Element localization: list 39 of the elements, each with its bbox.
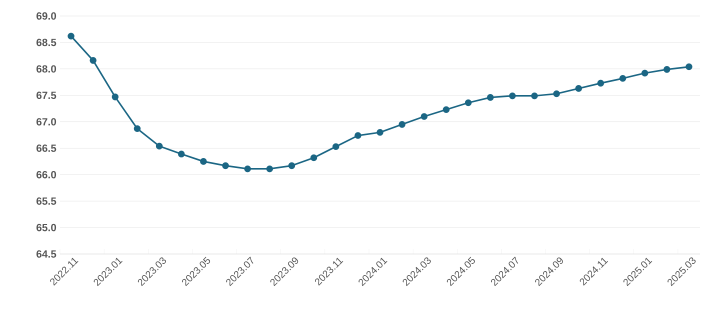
- point: [619, 75, 626, 82]
- point: [68, 32, 74, 40]
- y-tick-label: 64.5: [36, 250, 56, 258]
- point: [486, 94, 494, 101]
- point: [464, 99, 472, 106]
- point: [112, 94, 119, 100]
- point: [398, 121, 406, 128]
- point: [597, 80, 604, 87]
- point: [531, 92, 538, 100]
- point: [442, 106, 450, 114]
- point: [288, 162, 296, 170]
- point: [156, 142, 163, 150]
- point: [509, 92, 516, 100]
- point: [641, 70, 648, 77]
- y-tick-label: 68.5: [36, 38, 56, 46]
- point: [244, 165, 251, 172]
- y-tick-label: 66.5: [36, 144, 56, 152]
- point: [266, 165, 274, 172]
- point: [332, 143, 340, 150]
- point: [553, 90, 560, 98]
- point: [178, 150, 185, 158]
- y-tick-label: 69.0: [36, 12, 56, 20]
- y-tick-label: 68.0: [36, 65, 56, 73]
- y-tick-label: 66.0: [36, 170, 56, 178]
- point: [134, 125, 141, 132]
- point: [222, 162, 229, 170]
- point: [686, 63, 692, 70]
- y-tick-label: 65.0: [36, 224, 56, 232]
- point: [575, 85, 582, 92]
- point: [664, 66, 670, 73]
- point: [354, 132, 362, 139]
- point: [420, 113, 428, 120]
- point: [310, 154, 318, 162]
- y-tick-label: 67.5: [36, 92, 56, 100]
- point: [376, 128, 384, 136]
- y-tick-label: 67.0: [36, 118, 56, 126]
- point: [90, 57, 97, 64]
- point: [200, 158, 207, 165]
- y-tick-label: 65.5: [36, 197, 56, 205]
